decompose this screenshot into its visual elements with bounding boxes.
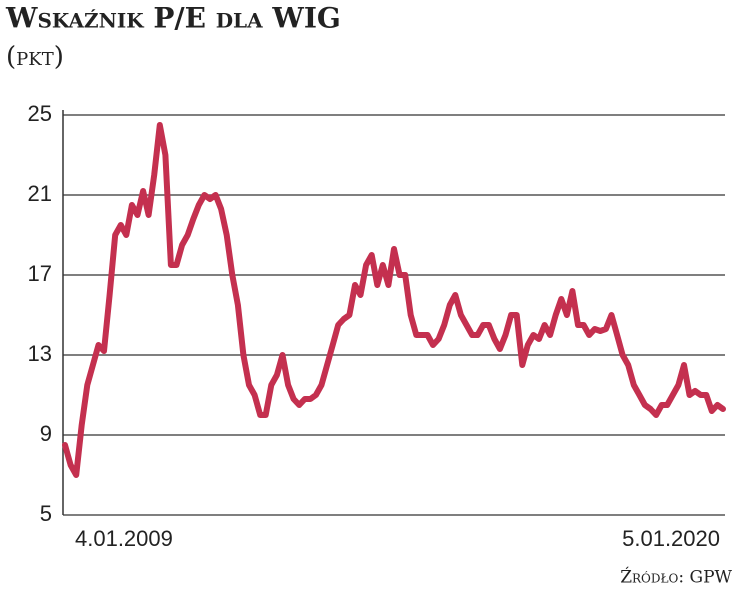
x-tick-label: 4.01.2009 <box>75 526 173 551</box>
y-tick-label: 25 <box>28 101 52 126</box>
chart-subtitle: (pkt) <box>6 42 64 72</box>
y-tick-label: 13 <box>28 341 52 366</box>
y-tick-label: 9 <box>40 421 52 446</box>
y-tick-label: 5 <box>40 501 52 526</box>
chart-title: Wskaźnik P/E dla WIG <box>5 2 341 35</box>
line <box>62 122 726 478</box>
source: Źródło: GPW <box>620 567 732 588</box>
y-tick-label: 17 <box>28 261 52 286</box>
x-tick-label: 5.01.2020 <box>622 526 720 551</box>
y-tick-label: 21 <box>28 181 52 206</box>
